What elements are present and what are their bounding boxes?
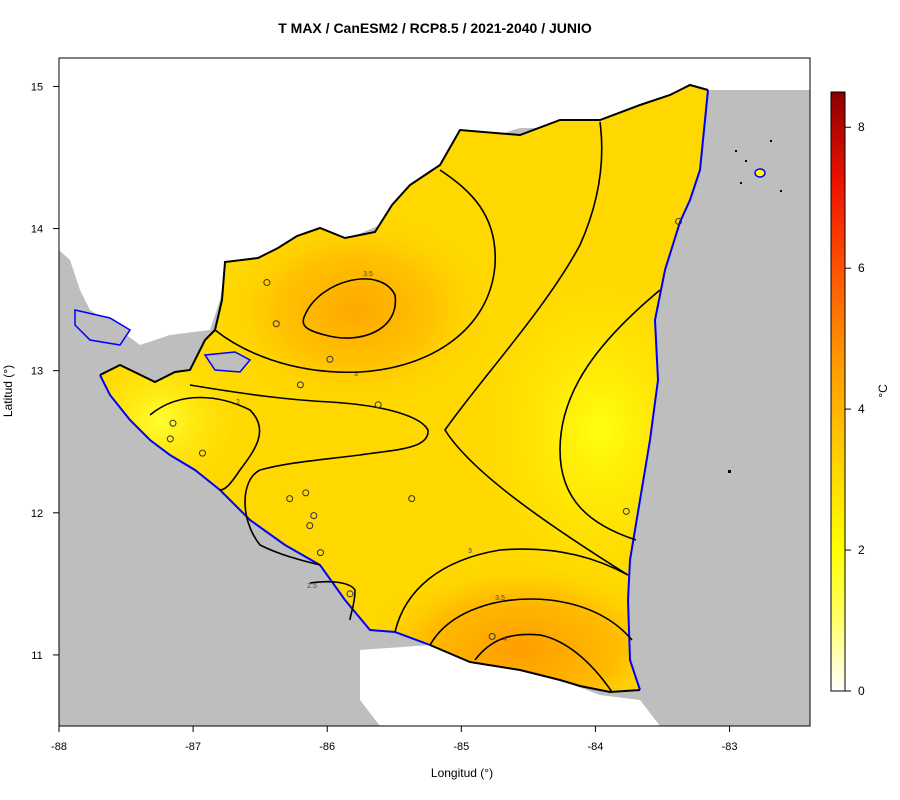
station-marker xyxy=(622,507,630,515)
x-tick-label: -86 xyxy=(319,741,335,753)
contour-3-mid xyxy=(189,384,429,566)
station-marker xyxy=(296,381,304,389)
contour-east-2 xyxy=(559,289,661,541)
x-axis: -88 -87 -86 -85 -84 -83 xyxy=(51,726,737,753)
station-marker xyxy=(169,419,177,427)
x-tick-label: -87 xyxy=(185,741,201,753)
station-marker xyxy=(408,495,416,503)
colorbar-tick-label: 4 xyxy=(858,402,865,416)
weather-stations xyxy=(166,217,683,640)
contour-label: 4 xyxy=(503,636,507,643)
station-marker xyxy=(488,632,496,640)
station-marker xyxy=(326,355,334,363)
y-tick-label: 13 xyxy=(31,366,43,378)
x-tick-label: -88 xyxy=(51,741,67,753)
x-tick-label: -85 xyxy=(453,741,469,753)
gulf-fonseca xyxy=(74,309,132,346)
contour-2.5-south xyxy=(309,580,356,621)
contour-label: 3 xyxy=(354,371,358,378)
station-marker xyxy=(675,217,683,225)
colorbar-tick-label: 0 xyxy=(858,684,865,698)
colorbar-ticks: 0 2 4 6 8 xyxy=(845,120,865,698)
coastline xyxy=(99,89,709,691)
station-marker xyxy=(346,590,354,598)
plot-frame xyxy=(58,57,811,727)
colorbar-tick-label: 2 xyxy=(858,543,865,557)
station-marker xyxy=(374,401,382,409)
station-marker xyxy=(166,435,174,443)
x-tick-label: -84 xyxy=(587,741,603,753)
colorbar xyxy=(830,91,846,692)
country-border xyxy=(99,83,709,694)
contour-label: 3.5 xyxy=(495,595,505,602)
contour-4-south xyxy=(474,633,613,693)
contour-3.5-south xyxy=(429,598,633,646)
contour-label: 3.5 xyxy=(363,271,373,278)
contour-labels: 3.5 3 2 3 2.5 3.5 4 xyxy=(236,271,507,643)
honduras-region xyxy=(59,58,810,345)
station-marker xyxy=(317,549,325,557)
page-title: T MAX / CanESM2 / RCP8.5 / 2021-2040 / J… xyxy=(278,20,592,36)
contour-lines xyxy=(149,121,661,693)
contour-east-1 xyxy=(444,121,629,576)
contour-label: 2 xyxy=(236,399,240,406)
contour-label: 3 xyxy=(468,548,472,555)
y-tick-label: 14 xyxy=(31,224,43,236)
hot-south-zone xyxy=(360,560,680,692)
hot-north-zone xyxy=(215,210,495,410)
y-axis: 11 12 13 14 15 xyxy=(31,81,59,662)
station-marker xyxy=(272,320,280,328)
colorbar-tick-label: 8 xyxy=(858,120,865,134)
y-tick-label: 12 xyxy=(31,508,43,520)
station-marker xyxy=(302,489,310,497)
station-marker xyxy=(263,279,271,287)
lake-managua xyxy=(203,351,252,373)
colorbar-tick-label: 6 xyxy=(858,261,865,275)
y-tick-label: 15 xyxy=(31,81,43,93)
contour-3-south xyxy=(394,548,629,633)
colorbar-unit-label: °C xyxy=(876,384,890,398)
station-marker xyxy=(310,512,318,520)
station-marker xyxy=(198,449,206,457)
y-axis-label: Latitud (°) xyxy=(1,364,15,418)
contour-3.5-north xyxy=(302,278,397,339)
x-tick-label: -83 xyxy=(722,741,738,753)
costa-rica-region xyxy=(360,645,660,726)
contour-label: 2.5 xyxy=(307,583,317,590)
contour-2-west xyxy=(149,396,261,491)
station-marker xyxy=(286,495,294,503)
island-marks xyxy=(728,140,782,473)
y-tick-label: 11 xyxy=(31,650,42,662)
station-marker xyxy=(306,522,314,530)
x-axis-label: Longitud (°) xyxy=(430,766,494,780)
contour-3-north xyxy=(214,169,496,374)
